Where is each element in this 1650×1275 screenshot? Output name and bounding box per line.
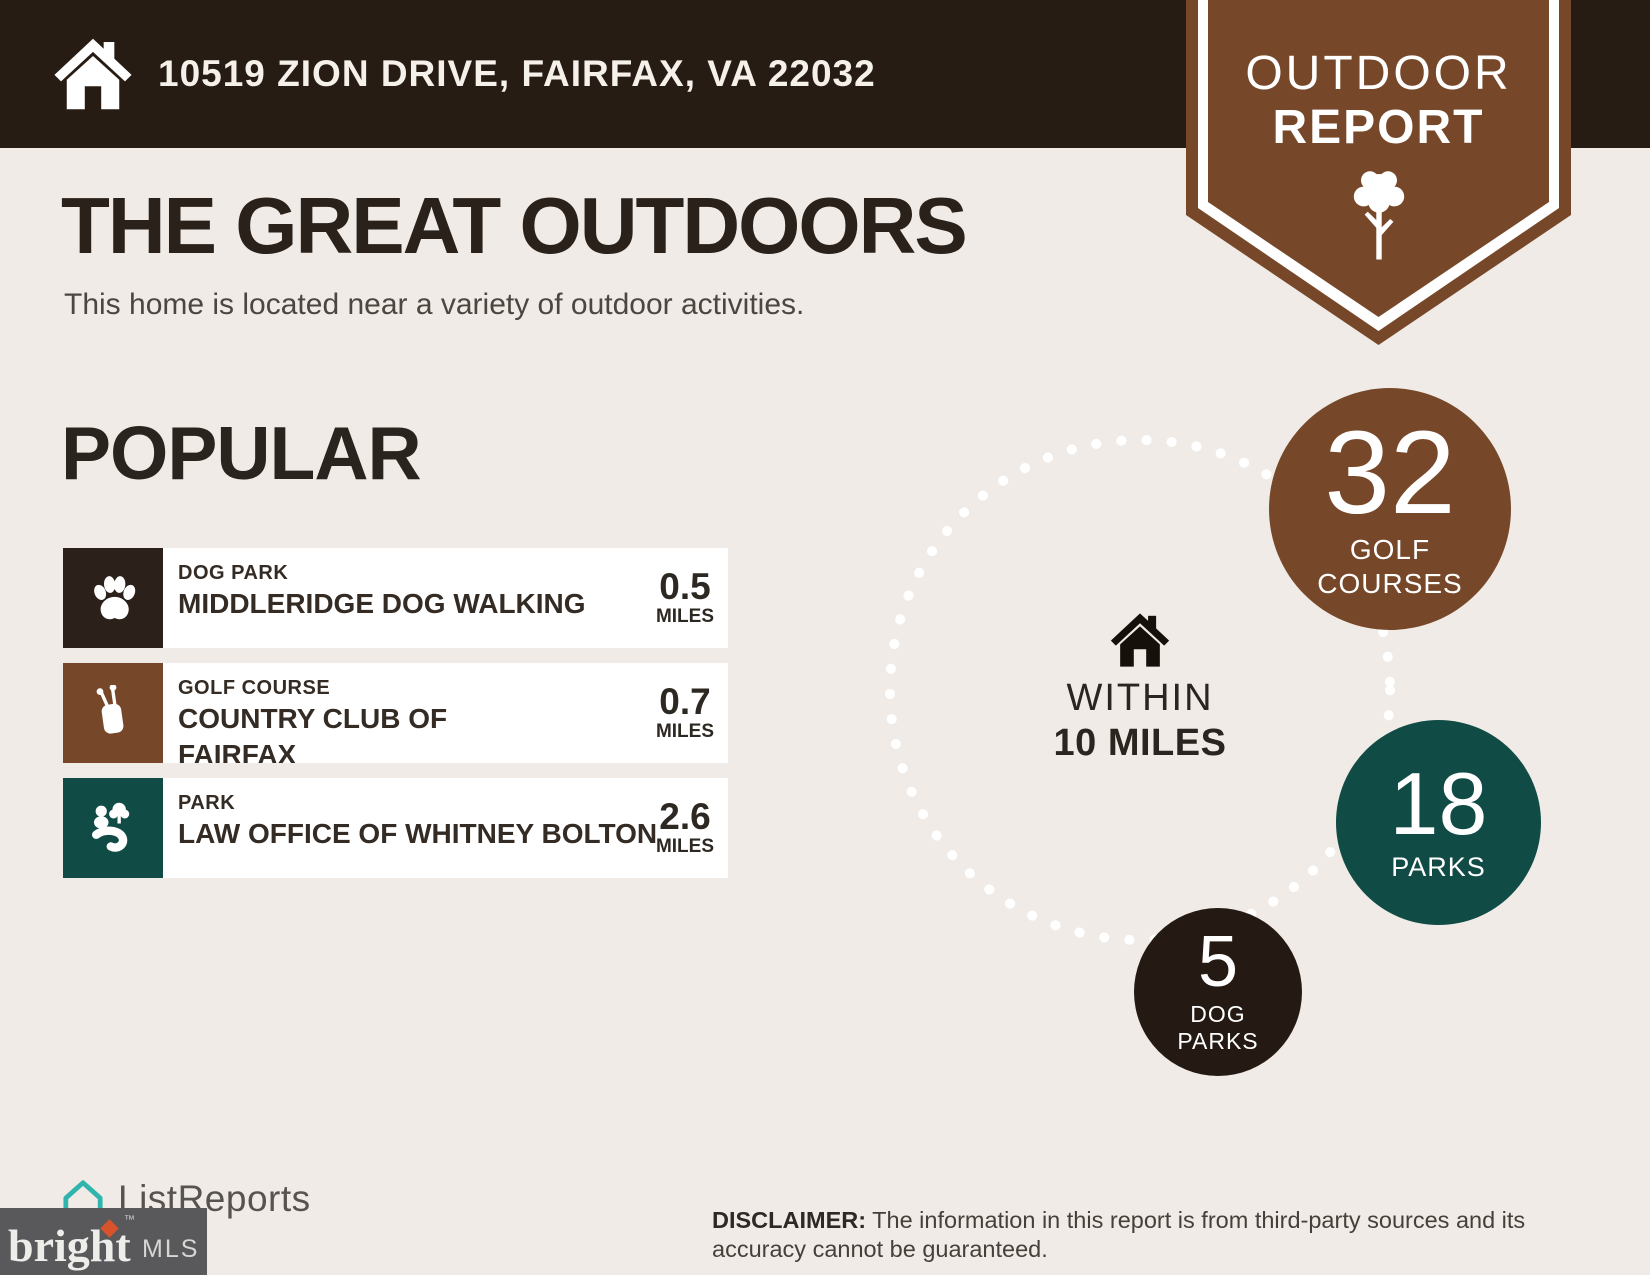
row-distance: 0.5 MILES [656, 548, 714, 648]
popular-row-park: PARK LAW OFFICE OF WHITNEY BOLTON 2.6 MI… [63, 778, 728, 878]
golf-bag-icon [96, 685, 124, 734]
stat-golf-courses: 32 GOLF COURSES [1269, 388, 1511, 630]
stat-parks: 18 PARKS [1336, 720, 1541, 925]
stat-label: GOLF COURSES [1317, 534, 1463, 600]
popular-row-dog-park: DOG PARK MIDDLERIDGE DOG WALKING 0.5 MIL… [63, 548, 728, 648]
row-name: MIDDLERIDGE DOG WALKING [178, 588, 586, 619]
ribbon-title-line1: OUTDOOR [1245, 47, 1512, 100]
row-card: PARK LAW OFFICE OF WHITNEY BOLTON 2.6 MI… [163, 778, 728, 878]
disclaimer-text: The information in this report is from t… [712, 1206, 1526, 1262]
popular-section-title: POPULAR [61, 411, 422, 495]
distance-unit: MILES [655, 836, 714, 857]
stat-label: PARKS [1391, 852, 1486, 883]
page-title: THE GREAT OUTDOORS [61, 181, 968, 270]
bright-trademark: ™ [124, 1214, 135, 1226]
row-icon-box [63, 548, 163, 648]
ribbon-title-line2: REPORT [1272, 101, 1485, 154]
row-card: DOG PARK MIDDLERIDGE DOG WALKING 0.5 MIL… [163, 548, 728, 648]
bright-mls-logo: bright ™ MLS [0, 1208, 207, 1275]
page-subtitle: This home is located near a variety of o… [64, 288, 805, 321]
row-category: GOLF COURSE [178, 677, 331, 699]
within-label: WITHIN [1066, 677, 1214, 719]
row-category: PARK [178, 792, 236, 814]
stat-value: 5 [1197, 922, 1239, 1003]
disclaimer-label: DISCLAIMER: [712, 1206, 867, 1233]
stat-label: DOG PARKS [1177, 1000, 1259, 1055]
radius-dotted-ring [885, 435, 1395, 945]
row-distance: 2.6 MILES [656, 778, 714, 878]
tree-icon [1353, 171, 1404, 260]
within-miles: 10 MILES [1053, 722, 1227, 764]
popular-row-golf-course: GOLF COURSE COUNTRY CLUB OF FAIRFAX 0.7 … [63, 663, 728, 763]
property-address: 10519 ZION DRIVE, FAIRFAX, VA 22032 [158, 53, 876, 94]
park-icon [92, 802, 130, 852]
outdoor-report-ribbon: OUTDOOR REPORT [1186, 0, 1571, 350]
row-distance: 0.7 MILES [656, 663, 714, 763]
stat-dog-parks: 5 DOG PARKS [1134, 908, 1302, 1076]
ribbon-shape [1186, 0, 1571, 345]
stat-value: 32 [1324, 407, 1456, 540]
distance-value: 0.5 [659, 566, 711, 607]
radius-center-label: WITHIN 10 MILES [1040, 612, 1240, 765]
distance-value: 0.7 [659, 681, 711, 722]
distance-value: 2.6 [659, 796, 711, 837]
home-icon [54, 38, 132, 110]
row-name: COUNTRY CLUB OF FAIRFAX [178, 703, 448, 763]
row-category: DOG PARK [178, 562, 289, 584]
disclaimer: DISCLAIMER: The information in this repo… [712, 1206, 1564, 1264]
stat-value: 18 [1389, 753, 1488, 853]
row-name: LAW OFFICE OF WHITNEY BOLTON [178, 818, 658, 849]
bright-mls-label: MLS [142, 1235, 200, 1263]
row-icon-box [63, 778, 163, 878]
distance-unit: MILES [655, 606, 714, 627]
paw-icon [94, 576, 136, 620]
home-icon [1110, 613, 1170, 667]
row-card: GOLF COURSE COUNTRY CLUB OF FAIRFAX 0.7 … [163, 663, 728, 763]
distance-unit: MILES [655, 721, 714, 742]
row-icon-box [63, 663, 163, 763]
